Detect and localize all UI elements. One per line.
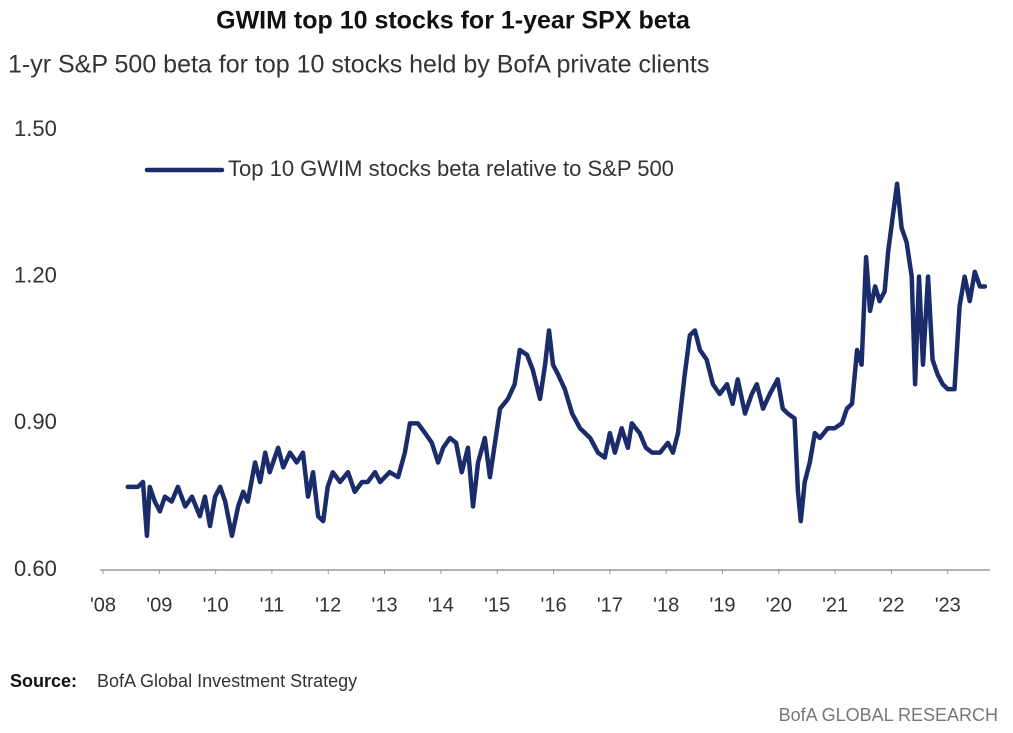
x-tick-label: '14 <box>428 594 454 616</box>
x-tick-label: '13 <box>372 594 398 616</box>
legend-label: Top 10 GWIM stocks beta relative to S&P … <box>228 156 674 181</box>
x-tick-label: '10 <box>203 594 229 616</box>
y-tick-label: 0.90 <box>14 409 57 434</box>
y-tick-label: 1.20 <box>14 262 57 287</box>
x-tick-label: '20 <box>766 594 792 616</box>
x-tick-label: '19 <box>709 594 735 616</box>
x-tick-label: '23 <box>935 594 961 616</box>
source-label: Source: <box>10 671 77 691</box>
x-tick-label: '21 <box>822 594 848 616</box>
x-tick-label: '16 <box>541 594 567 616</box>
chart-subtitle: 1-yr S&P 500 beta for top 10 stocks held… <box>8 51 709 79</box>
x-tick-label: '12 <box>315 594 341 616</box>
y-tick-label: 0.60 <box>14 556 57 581</box>
x-tick-label: '15 <box>484 594 510 616</box>
x-tick-label: '11 <box>260 594 285 616</box>
x-tick-label: '17 <box>597 594 623 616</box>
chart-title: GWIM top 10 stocks for 1-year SPX beta <box>216 7 691 35</box>
y-tick-label: 1.50 <box>14 116 57 141</box>
x-tick-label: '08 <box>90 594 116 616</box>
x-tick-label: '09 <box>146 594 172 616</box>
x-tick-label: '22 <box>878 594 904 616</box>
x-tick-label: '18 <box>653 594 679 616</box>
data-line <box>125 181 988 539</box>
source-text: BofA Global Investment Strategy <box>97 671 357 691</box>
footer: BofA GLOBAL RESEARCH <box>779 705 998 725</box>
